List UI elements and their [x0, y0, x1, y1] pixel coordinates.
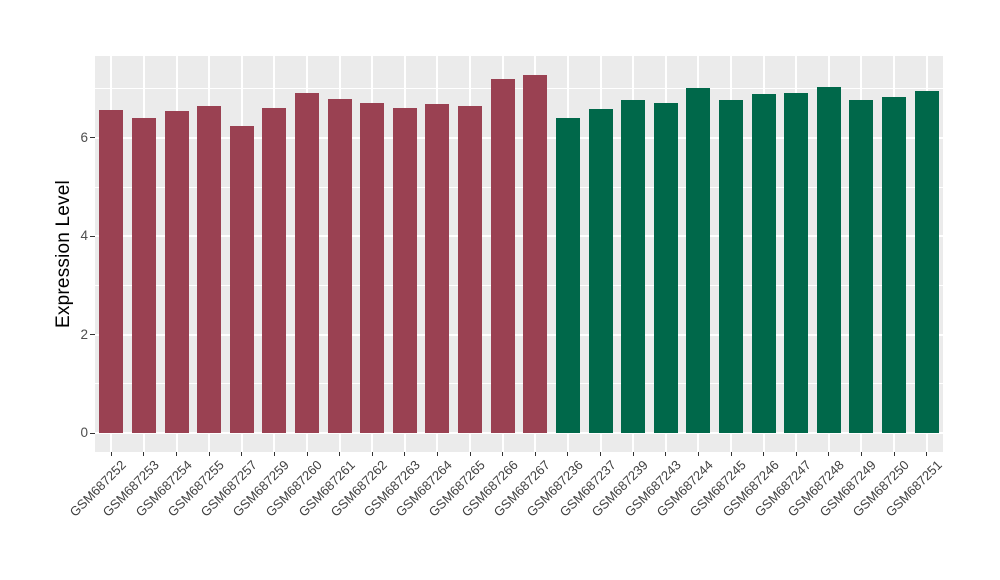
y-tick-mark — [90, 432, 95, 434]
y-tick-label: 4 — [80, 228, 88, 244]
x-tick-mark — [828, 452, 830, 456]
minor-gridline — [95, 88, 943, 90]
bar — [360, 102, 385, 433]
bar — [523, 74, 548, 433]
x-tick-mark — [665, 452, 667, 456]
x-tick-mark — [893, 452, 895, 456]
y-tick-mark — [90, 235, 95, 237]
x-tick-mark — [502, 452, 504, 456]
x-tick-mark — [241, 452, 243, 456]
bar — [131, 117, 156, 433]
x-tick-mark — [436, 452, 438, 456]
bar — [490, 78, 515, 433]
x-tick-mark — [632, 452, 634, 456]
bar — [262, 108, 287, 433]
bar — [164, 110, 189, 433]
major-gridline — [95, 235, 943, 238]
bar — [327, 98, 352, 433]
x-tick-mark — [339, 452, 341, 456]
bar — [719, 100, 743, 433]
y-tick-mark — [90, 334, 95, 336]
y-axis-title: Expression Level — [53, 180, 74, 328]
bar — [99, 109, 124, 433]
major-gridline — [95, 432, 943, 434]
x-tick-mark — [110, 452, 112, 456]
bar — [392, 107, 417, 433]
bar — [295, 93, 319, 433]
bar — [588, 108, 613, 433]
bar — [653, 103, 678, 433]
x-tick-mark — [273, 452, 275, 456]
major-gridline — [95, 136, 943, 139]
bar — [229, 126, 254, 433]
minor-gridline — [95, 186, 943, 188]
y-tick-label: 0 — [80, 425, 88, 440]
major-gridline — [95, 333, 943, 336]
x-tick-mark — [176, 452, 178, 456]
x-tick-mark — [404, 452, 406, 456]
bar — [197, 105, 222, 433]
bar — [621, 100, 646, 433]
x-tick-mark — [795, 452, 797, 456]
bar — [784, 92, 809, 433]
minor-gridline — [95, 383, 943, 385]
bar — [458, 106, 483, 433]
x-tick-mark — [860, 452, 862, 456]
x-tick-mark — [143, 452, 145, 456]
bar — [686, 88, 711, 433]
x-tick-mark — [469, 452, 471, 456]
x-tick-mark — [534, 452, 536, 456]
bar — [914, 90, 939, 433]
x-tick-mark — [208, 452, 210, 456]
minor-gridline — [95, 284, 943, 286]
y-tick-mark — [90, 137, 95, 139]
bar — [425, 103, 450, 433]
bar — [882, 97, 907, 433]
x-tick-mark — [697, 452, 699, 456]
y-tick-label: 6 — [80, 129, 88, 145]
x-tick-mark — [306, 452, 308, 456]
bar — [555, 118, 580, 433]
x-tick-mark — [926, 452, 928, 456]
x-tick-mark — [763, 452, 765, 456]
bar — [751, 93, 776, 433]
x-tick-mark — [730, 452, 732, 456]
y-tick-label: 2 — [80, 326, 88, 342]
bar — [849, 100, 874, 433]
x-tick-mark — [371, 452, 373, 456]
bar — [816, 86, 841, 433]
plot-panel — [95, 56, 943, 452]
x-tick-mark — [600, 452, 602, 456]
x-tick-mark — [567, 452, 569, 456]
